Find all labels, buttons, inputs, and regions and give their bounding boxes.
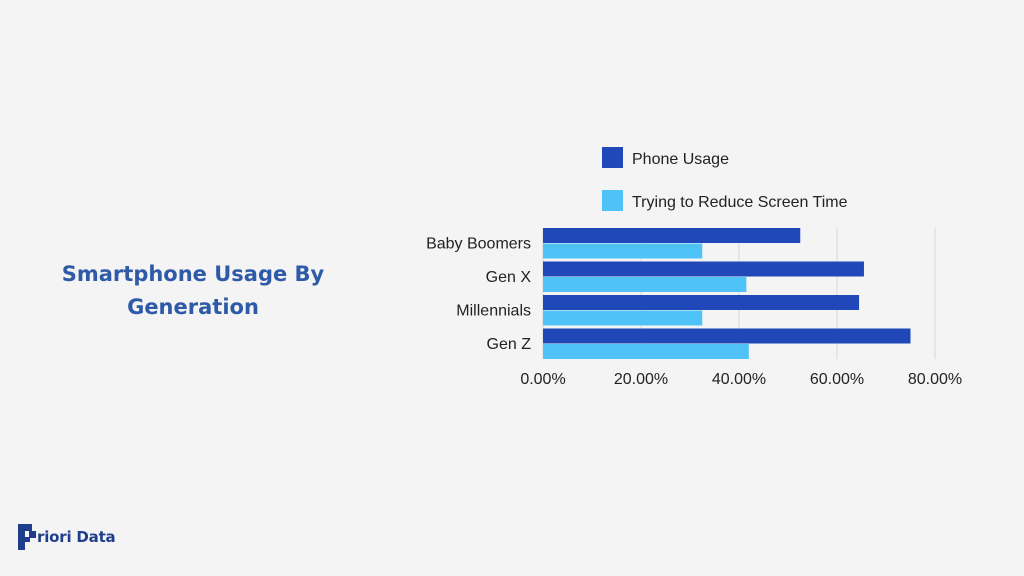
bar-phone-usage	[543, 295, 860, 310]
legend-swatch	[602, 190, 623, 211]
x-tick-label: 0.00%	[520, 371, 565, 388]
category-labels: Baby Boomers Gen X Millennials Gen Z	[426, 236, 531, 354]
chart-title-line-1: Smartphone Usage By	[61, 262, 325, 286]
category-label: Gen Z	[487, 336, 532, 353]
legend-label: Phone Usage	[632, 151, 729, 168]
bar-phone-usage	[543, 328, 911, 344]
chart-title-line-2: Generation	[127, 295, 259, 319]
category-label: Millennials	[456, 303, 531, 320]
bar-reduce-screen-time	[543, 243, 703, 259]
bar-phone-usage	[543, 228, 801, 243]
bar-reduce-screen-time	[543, 344, 749, 359]
bars	[543, 228, 911, 359]
category-label: Baby Boomers	[426, 236, 531, 253]
priori-logo-icon	[18, 524, 36, 550]
logo-text: riori Data	[37, 528, 116, 546]
chart-title: Smartphone Usage By Generation	[40, 258, 346, 324]
x-tick-labels: 0.00% 20.00% 40.00% 60.00% 80.00%	[520, 371, 962, 388]
x-tick-label: 20.00%	[614, 371, 668, 388]
x-tick-label: 60.00%	[810, 371, 864, 388]
legend-item: Trying to Reduce Screen Time	[602, 190, 848, 211]
bar-phone-usage	[543, 261, 864, 277]
legend-item: Phone Usage	[602, 147, 729, 168]
priori-data-logo: riori Data	[18, 524, 116, 550]
bar-reduce-screen-time	[543, 310, 703, 326]
bar-reduce-screen-time	[543, 277, 747, 292]
x-tick-label: 80.00%	[908, 371, 962, 388]
legend-label: Trying to Reduce Screen Time	[632, 194, 848, 211]
legend-swatch	[602, 147, 623, 168]
legend: Phone Usage Trying to Reduce Screen Time	[602, 147, 848, 211]
x-tick-label: 40.00%	[712, 371, 766, 388]
category-label: Gen X	[486, 269, 532, 286]
